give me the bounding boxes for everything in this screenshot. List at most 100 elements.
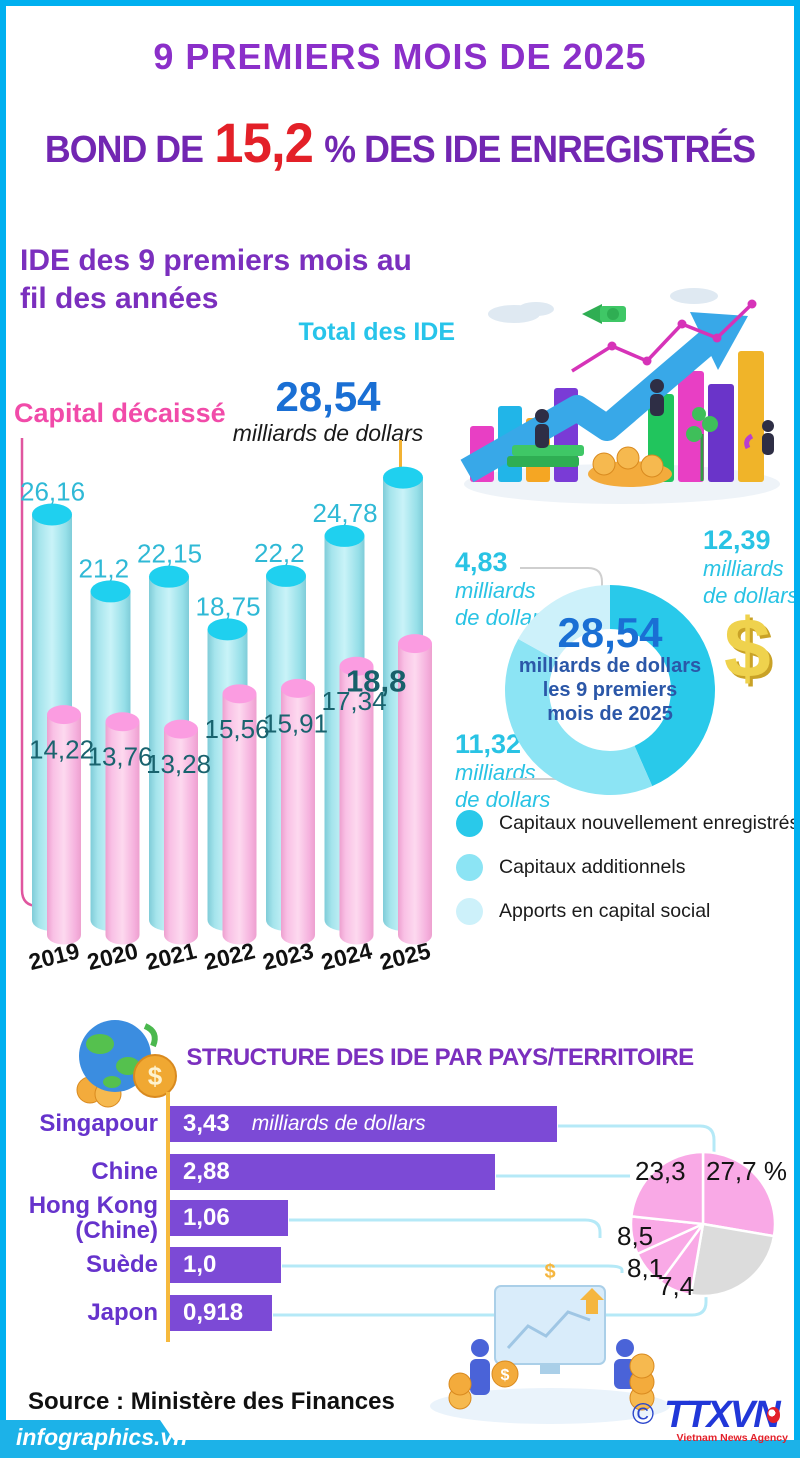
callout-leader-line: [520, 567, 603, 593]
annotation-unit: milliards de dollars: [232, 420, 424, 446]
donut-slice: [518, 585, 610, 661]
pie-percent-label: 8,1: [627, 1253, 664, 1283]
subtitle-value: 15,2: [214, 111, 314, 174]
subtitle-prefix: BOND DE: [44, 129, 204, 171]
disbursed-cylinder-2024: [339, 656, 374, 945]
callout-unit: milliards: [703, 556, 784, 582]
country-bar: 3,43 milliards de dollars: [168, 1106, 557, 1142]
donut-slice: [610, 585, 715, 787]
donut-center-line: mois de 2025: [547, 703, 673, 725]
ttxvn-logo: © TTXVN Vietnam News Agency: [632, 1396, 788, 1444]
callout-unit: milliards: [455, 760, 536, 786]
pie-connector-lines: [273, 1124, 716, 1317]
callout-value: 11,32: [455, 729, 522, 759]
disbursed-cylinder-2021: [164, 719, 198, 945]
total-value-label: 26,16: [20, 477, 85, 507]
country-bar-value: 2,88: [183, 1158, 230, 1185]
country-bar: 1,0: [168, 1247, 281, 1283]
year-label: 2024: [319, 937, 375, 975]
disbursed-value-label: 13,28: [146, 749, 211, 779]
year-label: 2021: [143, 937, 199, 975]
donut-center-line: les 9 premiers: [542, 679, 678, 701]
country-row: Suède 1,0: [0, 1247, 620, 1283]
donut-center-line: milliards de dollars: [518, 655, 702, 677]
country-row: Hong Kong (Chine) 1,06: [0, 1191, 620, 1244]
total-value-label: 24,78: [313, 498, 378, 528]
svg-text:$: $: [544, 1261, 555, 1283]
subtitle-suffix: % DES IDE ENREGISTRÉS: [324, 129, 756, 171]
total-value-label: 22,2: [254, 538, 305, 568]
globe-money-icon: $: [76, 1020, 177, 1108]
pie-slice: [689, 1222, 776, 1298]
callout-value: 4,83: [455, 547, 508, 577]
legend-row: Apports en capital social: [456, 898, 799, 925]
pie-percent-label: 8,5: [617, 1221, 654, 1251]
countries-bar-chart: Singapour 3,43 milliards de dollars Chine 2,…: [0, 1106, 620, 1346]
callout-apports: 4,83 milliards de dollars: [455, 546, 550, 631]
page-subtitle: BOND DE 15,2 % DES IDE ENREGISTRÉS: [24, 110, 776, 175]
disbursed-value-label: 14,22: [29, 735, 94, 765]
country-row: Japon 0,918: [0, 1295, 620, 1331]
yearly-cylinder-chart: 26,16 21,2 22,15 18,75 22,2 24,78 14,2213,7613…: [20, 466, 433, 975]
country-row: Chine 2,88: [0, 1154, 620, 1190]
disbursed-value-label: 15,56: [205, 714, 270, 744]
donut-slice: [504, 638, 653, 795]
annotation-value: 28,54: [275, 373, 381, 420]
country-bar-unit: milliards de dollars: [251, 1112, 426, 1135]
svg-text:$: $: [501, 1367, 510, 1384]
heading-line1: IDE des 9 premiers mois au: [20, 244, 412, 277]
callout-unit: milliards: [455, 578, 536, 604]
footer-strip-tab: [0, 1420, 186, 1458]
country-share-pie: [629, 1150, 777, 1298]
country-bar-value: 3,43: [183, 1110, 230, 1137]
disbursed-value-label: 13,76: [88, 742, 153, 772]
agency-subtitle: Vietnam News Agency: [676, 1432, 788, 1444]
country-label: Chine: [91, 1158, 158, 1186]
disbursed-value-label: 17,34: [322, 686, 387, 716]
disbursed-value-label: 15,91: [263, 708, 328, 738]
series-disbursed-label: Capital décaissé: [14, 398, 226, 428]
total-value-label: 21,2: [79, 553, 130, 583]
country-row: Singapour 3,43 milliards de dollars: [0, 1106, 620, 1142]
pie-percent-label: 23,3: [635, 1156, 686, 1186]
pie-slice: [701, 1150, 777, 1238]
country-label: Japon: [87, 1299, 158, 1327]
donut-legend: Capitaux nouvellement enregistrés Capita…: [456, 810, 799, 942]
country-label: Hong Kong (Chine): [28, 1191, 158, 1244]
callout-value: 12,39: [703, 525, 771, 555]
series-total-label: Total des IDE: [298, 318, 455, 346]
country-label: Singapour: [39, 1110, 158, 1138]
callout-additionnels: 11,32 milliards de dollars: [455, 728, 550, 813]
country-bar-value: 0,918: [183, 1299, 244, 1326]
donut-total-value: 28,54: [557, 609, 663, 656]
pie-percent-label: 27,7 %: [706, 1156, 787, 1186]
disbursed-value-label: 18,8: [346, 664, 406, 699]
site-name: infographics.vn: [16, 1424, 188, 1450]
agency-globe-icon: [766, 1407, 780, 1423]
callout-unit: de dollars: [455, 786, 551, 812]
yearly-chart-heading: IDE des 9 premiers mois au fil des année…: [20, 242, 412, 317]
country-bar: 1,06: [168, 1200, 288, 1236]
annotation-connector-line: [399, 440, 402, 478]
year-label: 2022: [202, 937, 258, 975]
country-bar: 2,88: [168, 1154, 495, 1190]
country-bar: 0,918: [168, 1295, 272, 1331]
year-label: 2023: [260, 937, 316, 975]
countries-section-title: STRUCTURE DES IDE PAR PAYS/TERRITOIRE: [186, 1044, 694, 1071]
legend-label: Capitaux nouvellement enregistrés: [499, 812, 800, 834]
finance-illustration: $ $: [430, 1261, 670, 1424]
countries-axis: [166, 1092, 170, 1342]
heading-line2: fil des années: [20, 281, 219, 315]
agency-name: TTXVN: [664, 1394, 781, 1436]
disbursed-cylinder-2022: [222, 684, 257, 945]
legend-row: Capitaux nouvellement enregistrés: [456, 810, 799, 837]
year-label: 2025: [377, 937, 433, 975]
total-2025-annotation: 28,54 milliards de dollars: [228, 376, 428, 447]
country-label: Suède: [85, 1251, 158, 1279]
donut-center-text: 28,54 milliards de dollars les 9 premier…: [518, 612, 702, 726]
country-bar-value: 1,0: [183, 1251, 217, 1278]
pie-slice: [630, 1150, 705, 1226]
growth-illustration: [460, 288, 780, 504]
legend-dot-apports-icon: [456, 898, 483, 925]
